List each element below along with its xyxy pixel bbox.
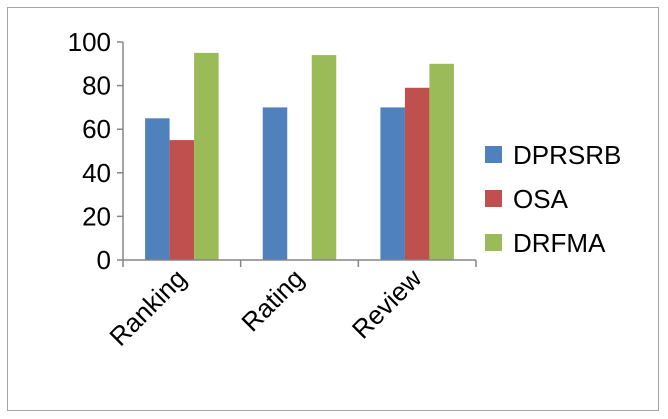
legend-label-drfma: DRFMA <box>513 228 606 258</box>
category-label: Ranking <box>103 263 192 352</box>
bars <box>145 52 454 261</box>
legend-swatch-drfma <box>485 234 502 251</box>
legend-swatch-osa <box>485 190 502 207</box>
bar-dprsrb-ranking <box>145 118 170 260</box>
bar-osa-ranking <box>169 140 195 260</box>
y-tick-label: 80 <box>82 71 111 101</box>
y-tick-label: 20 <box>82 201 111 231</box>
y-tick-label: 100 <box>68 27 111 57</box>
category-label: Review <box>346 263 428 345</box>
y-tick-label: 40 <box>82 158 111 188</box>
legend-label-dprsrb: DPRSRB <box>513 140 621 170</box>
legend-swatch-dprsrb <box>485 146 502 163</box>
category-label: Rating <box>235 263 309 337</box>
bar-dprsrb-review <box>380 107 405 261</box>
bar-osa-review <box>404 87 430 260</box>
legend: DPRSRB OSA DRFMA <box>485 140 621 258</box>
y-tick-label: 0 <box>97 245 111 275</box>
category-labels: Ranking Rating Review <box>103 260 477 352</box>
bar-drfma-ranking <box>194 52 219 261</box>
bar-dprsrb-rating <box>262 107 288 261</box>
legend-label-osa: OSA <box>513 184 569 214</box>
bar-drfma-review <box>429 63 454 260</box>
y-tick-label: 60 <box>82 114 111 144</box>
bar-drfma-rating <box>311 55 337 260</box>
y-axis-ticks: 0 20 40 60 80 100 <box>68 27 123 275</box>
